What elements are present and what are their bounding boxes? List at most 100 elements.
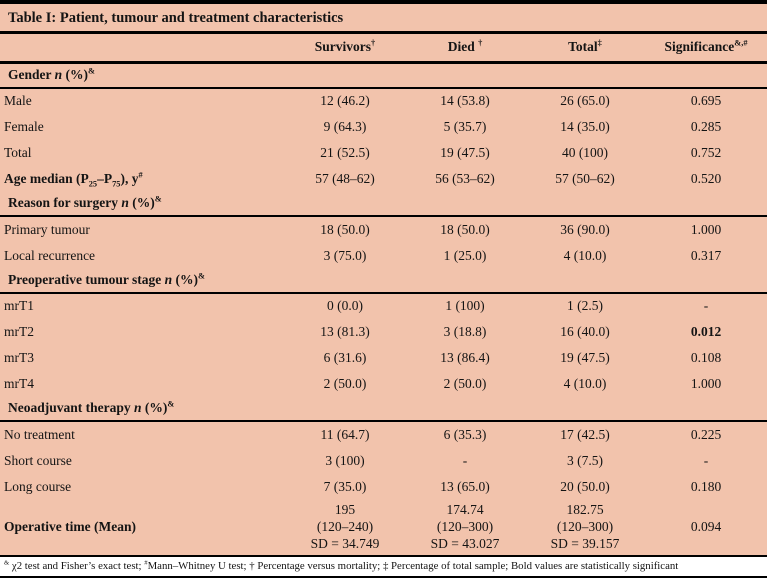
cell-died: 2 (50.0)	[443, 376, 487, 391]
row-label: mrT1	[4, 298, 34, 314]
footnote-marker: &,#	[734, 38, 748, 48]
cell-survivors: 7 (35.0)	[323, 478, 367, 494]
cell-total: 3 (7.5)	[567, 452, 603, 468]
cell-total: 20 (50.0)	[560, 478, 610, 494]
cell-significance: 0.285	[690, 119, 722, 135]
cell-total: 26 (65.0)	[560, 93, 610, 109]
cell-died: 13 (86.4)	[440, 350, 490, 366]
cell-total: 16 (40.0)	[560, 324, 610, 340]
table-row-female: Female 9 (64.3) 5 (35.7) 14 (35.0) 0.285	[0, 115, 767, 141]
cell-significance: 0.317	[690, 247, 722, 263]
row-label: Operative time (Mean)	[4, 518, 136, 534]
cell-survivors: 195 (120–240) SD = 34.749	[285, 500, 405, 556]
cell-line: 182.75	[566, 501, 604, 517]
column-header-label: Survivors	[314, 39, 372, 55]
section-header-gender: Gender n (%)&	[0, 62, 767, 89]
section-header: Reason for surgery n (%)&	[0, 192, 767, 218]
cell-total: 57 (50–62)	[555, 171, 615, 186]
section-header-reason-for-surgery: Reason for surgery n (%)&	[0, 192, 767, 218]
footnote-marker: &	[197, 271, 205, 281]
cell-significance: 0.094	[690, 518, 722, 534]
cell-line: (120–300)	[556, 518, 614, 534]
row-label: Primary tumour	[4, 221, 90, 237]
cell-died: -	[462, 452, 468, 468]
footnote-marker: &	[167, 399, 175, 409]
cell-significance: 0.108	[690, 350, 722, 366]
subscript: 75	[112, 179, 121, 189]
cell-line: (120–300)	[436, 518, 494, 534]
cell-died: 56 (53–62)	[435, 171, 495, 186]
cell-line: SD = 43.027	[430, 535, 500, 551]
table-title-row: Table I: Patient, tumour and treatment c…	[0, 2, 767, 35]
cell-significance: 0.180	[690, 478, 722, 494]
cell-survivors: 13 (81.3)	[320, 324, 370, 340]
cell-survivors: 21 (52.5)	[320, 145, 370, 161]
footnote-marker: †	[371, 38, 376, 48]
row-label: mrT4	[4, 376, 34, 391]
row-label: Male	[4, 93, 32, 109]
column-header-died: Died †	[405, 32, 525, 64]
cell-total: 40 (100)	[561, 145, 609, 161]
footnote-marker: †	[478, 38, 483, 48]
table-title: Table I: Patient, tumour and treatment c…	[0, 2, 767, 35]
table-row-age-median: Age median (P25–P75), y# 57 (48–62) 56 (…	[0, 167, 767, 193]
section-header: Gender n (%)&	[0, 62, 767, 89]
cell-survivors: 18 (50.0)	[320, 221, 370, 237]
table-row-primary-tumour: Primary tumour 18 (50.0) 18 (50.0) 36 (9…	[0, 216, 767, 243]
italic-n: n	[121, 195, 129, 211]
table-row-operative-time: Operative time (Mean) 195 (120–240) SD =…	[0, 500, 767, 556]
section-header: Preoperative tumour stage n (%)&	[0, 269, 767, 294]
cell-total: 36 (90.0)	[560, 221, 610, 237]
column-header-significance: Significance&,#	[645, 32, 767, 64]
cell-significance: 0.520	[690, 171, 722, 186]
cell-died: 3 (18.8)	[443, 324, 487, 340]
cell-died: 5 (35.7)	[443, 119, 487, 135]
cell-survivors: 57 (48–62)	[315, 171, 375, 186]
cell-survivors: 6 (31.6)	[323, 350, 367, 366]
cell-total: 14 (35.0)	[560, 119, 610, 135]
row-label: Total	[4, 145, 32, 161]
footnote-marker: &	[88, 66, 95, 76]
cell-died: 174.74 (120–300) SD = 43.027	[405, 500, 525, 556]
characteristics-table: Table I: Patient, tumour and treatment c…	[0, 0, 767, 557]
italic-n: n	[134, 400, 142, 416]
cell-significance: 0.225	[690, 426, 722, 442]
column-header-label: Died	[447, 39, 479, 55]
cell-survivors: 11 (64.7)	[320, 426, 370, 442]
table-row-mrt3: mrT3 6 (31.6) 13 (86.4) 19 (47.5) 0.108	[0, 346, 767, 372]
section-header-preoperative-stage: Preoperative tumour stage n (%)&	[0, 269, 767, 294]
table-row-total: Total 21 (52.5) 19 (47.5) 40 (100) 0.752	[0, 141, 767, 167]
cell-line: SD = 34.749	[310, 535, 380, 551]
cell-survivors: 2 (50.0)	[323, 376, 367, 391]
row-label: Short course	[4, 452, 72, 468]
cell-survivors: 0 (0.0)	[327, 298, 363, 314]
row-label: Long course	[4, 478, 72, 494]
cell-total: 17 (42.5)	[560, 426, 610, 442]
footnote-marker: ‡	[597, 38, 602, 48]
cell-significance: 0.752	[690, 145, 722, 161]
cell-died: 18 (50.0)	[440, 221, 490, 237]
cell-line: 174.74	[446, 501, 484, 517]
row-label: Local recurrence	[4, 247, 96, 263]
cell-survivors: 3 (75.0)	[323, 247, 367, 263]
cell-significance: 0.695	[690, 93, 722, 109]
table-row-long-course: Long course 7 (35.0) 13 (65.0) 20 (50.0)…	[0, 474, 767, 500]
column-header-survivors: Survivors†	[285, 32, 405, 64]
cell-total: 4 (10.0)	[563, 247, 607, 263]
table-row-no-treatment: No treatment 11 (64.7) 6 (35.3) 17 (42.5…	[0, 421, 767, 448]
footnote: & χ2 test and Fisher’s exact test; #Mann…	[0, 556, 767, 578]
column-header-label: Significance	[664, 39, 735, 55]
cell-died: 19 (47.5)	[440, 145, 490, 161]
cell-total: 1 (2.5)	[567, 298, 603, 314]
row-label: Female	[4, 119, 44, 135]
column-header-empty	[0, 32, 285, 64]
row-label: mrT3	[4, 350, 34, 366]
column-header-row: Survivors† Died † Total‡ Significance&,#	[0, 32, 767, 64]
footnote-marker: &	[154, 194, 162, 204]
cell-significance: -	[703, 452, 709, 468]
table-row-mrt2: mrT2 13 (81.3) 3 (18.8) 16 (40.0) 0.012	[0, 320, 767, 346]
row-label: Age median (P25–P75), y#	[4, 170, 143, 189]
section-header: Neoadjuvant therapy n (%)&	[0, 397, 767, 423]
cell-total: 19 (47.5)	[560, 350, 610, 366]
table-row-short-course: Short course 3 (100) - 3 (7.5) -	[0, 448, 767, 474]
